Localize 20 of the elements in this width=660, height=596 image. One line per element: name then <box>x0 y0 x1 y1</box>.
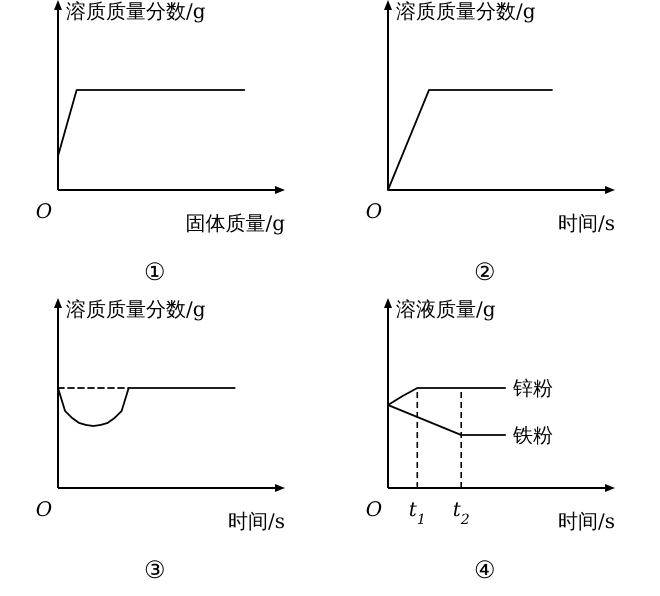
x-axis-title: 固体质量/g <box>185 211 286 235</box>
text: O <box>36 497 52 521</box>
x-tick-label: t$_{2}$ <box>452 497 470 528</box>
x-tick-label: t$_{1}$ <box>408 497 426 528</box>
series-label: 锌粉 <box>512 376 554 400</box>
y-axis-title: 溶质质量分数/g <box>66 0 206 23</box>
x-axis-title: 时间/s <box>558 211 615 235</box>
text: ④ <box>474 556 496 584</box>
y-axis-title: 溶液质量/g <box>396 297 496 321</box>
text: O <box>36 199 52 223</box>
text: ③ <box>144 556 166 584</box>
text: O <box>366 199 382 223</box>
y-axis-title: 溶质质量分数/g <box>66 297 206 321</box>
text: O <box>366 497 382 521</box>
y-axis-title: 溶质质量分数/g <box>396 0 536 23</box>
text: ② <box>474 258 496 286</box>
text: ① <box>144 258 166 286</box>
series-label: 铁粉 <box>512 423 554 447</box>
x-axis-title: 时间/s <box>558 509 615 533</box>
x-axis-title: 时间/s <box>228 509 285 533</box>
